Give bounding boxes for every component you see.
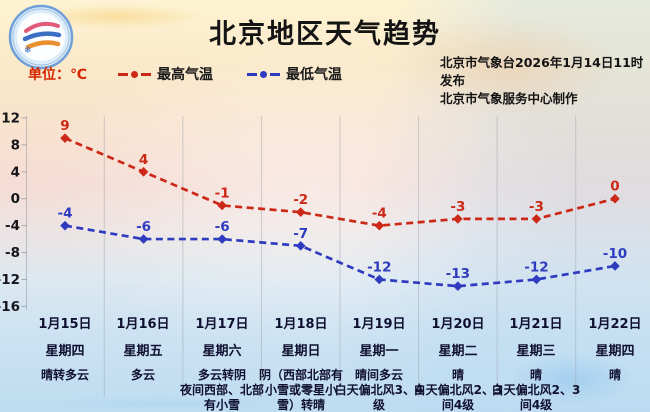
date-label: 1月22日 <box>588 317 642 332</box>
weekday-label: 星期三 <box>516 344 556 359</box>
unit-label: 单位：℃ <box>28 67 87 83</box>
producer-line: 北京市气象服务中心制作 <box>440 91 578 106</box>
svg-text:-8: -8 <box>5 245 20 261</box>
weather-label: 多云 <box>130 368 155 382</box>
svg-text:-13: -13 <box>446 266 470 282</box>
day-column: 1月15日 星期四 晴转多云 <box>0 313 135 383</box>
svg-text:8: 8 <box>11 137 20 153</box>
svg-text:-16: -16 <box>0 299 20 315</box>
weather-label: 晴 <box>608 368 621 382</box>
issue-time-line: 北京市气象台2026年1月14日11时发布 <box>440 55 644 88</box>
svg-text:-4: -4 <box>58 206 73 222</box>
day-column: 1月16日 星期五 多云 <box>73 313 213 383</box>
chart-legend: 最高气温 最低气温 <box>118 64 342 84</box>
weather-label: 晴 白天偏北风2、3 间4级 <box>491 368 581 412</box>
svg-text:-4: -4 <box>372 206 387 222</box>
svg-text:12: 12 <box>1 111 20 127</box>
date-label: 1月19日 <box>352 317 406 332</box>
svg-text:❄: ❄ <box>24 46 32 56</box>
date-label: 1月16日 <box>116 317 170 332</box>
svg-text:-3: -3 <box>529 199 544 215</box>
page-title: 北京地区天气趋势 <box>209 19 441 50</box>
day-column: 1月21日 星期三 晴 白天偏北风2、3 间4级 <box>466 313 606 412</box>
svg-text:4: 4 <box>139 152 148 168</box>
weekday-label: 星期一 <box>359 344 399 359</box>
svg-text:-10: -10 <box>603 246 627 262</box>
legend-item-low: 最低气温 <box>247 64 342 84</box>
weekday-label: 星期二 <box>438 344 478 359</box>
date-label: 1月15日 <box>38 317 92 332</box>
day-column: 1月18日 星期日 阴（西部北部有 小雪或零星小 雪）转晴 <box>231 313 371 412</box>
svg-text:-6: -6 <box>215 219 230 235</box>
weekday-label: 星期日 <box>281 344 321 359</box>
high-temp-line-icon <box>118 70 151 78</box>
svg-text:-6: -6 <box>136 219 151 235</box>
meteorological-service-logo-icon: ❄ <box>8 4 74 70</box>
weather-label: 晴间多云 白天偏北风3、4 级 <box>334 368 424 412</box>
svg-text:-12: -12 <box>367 259 391 275</box>
svg-text:-4: -4 <box>5 218 20 234</box>
day-column: 1月19日 星期一 晴间多云 白天偏北风3、4 级 <box>309 313 449 412</box>
weather-label: 晴转多云 <box>40 368 89 382</box>
date-label: 1月18日 <box>274 317 328 332</box>
low-temp-line-icon <box>247 70 280 78</box>
weather-label: 晴 白天偏北风2、3 间4级 <box>413 368 503 412</box>
weather-label: 多云转阴 夜间西部、北部 有小雪 <box>179 368 264 412</box>
svg-text:4: 4 <box>11 164 20 180</box>
date-label: 1月20日 <box>431 317 485 332</box>
svg-text:-12: -12 <box>524 259 548 275</box>
svg-text:-1: -1 <box>215 185 230 201</box>
issuer-info: 北京市气象台2026年1月14日11时发布 北京市气象服务中心制作 <box>440 54 650 108</box>
day-column: 1月17日 星期六 多云转阴 夜间西部、北部 有小雪 <box>152 313 292 412</box>
date-label: 1月17日 <box>195 317 249 332</box>
svg-text:-2: -2 <box>293 192 308 208</box>
day-column: 1月22日 星期四 晴 <box>545 313 650 383</box>
svg-text:-3: -3 <box>450 199 465 215</box>
svg-text:9: 9 <box>60 118 69 134</box>
date-label: 1月21日 <box>509 317 563 332</box>
weather-label: 阴（西部北部有 小雪或零星小 雪）转晴 <box>258 368 343 412</box>
legend-label-low: 最低气温 <box>286 67 342 83</box>
svg-text:-7: -7 <box>293 226 308 242</box>
weekday-label: 星期六 <box>202 344 242 359</box>
legend-item-high: 最高气温 <box>118 64 213 84</box>
legend-label-high: 最高气温 <box>157 67 213 83</box>
weekday-label: 星期四 <box>45 344 85 359</box>
svg-text:0: 0 <box>11 191 20 207</box>
weekday-label: 星期五 <box>123 344 163 359</box>
svg-text:0: 0 <box>610 179 619 195</box>
svg-text:-12: -12 <box>0 272 20 288</box>
weekday-label: 星期四 <box>595 344 635 359</box>
day-column: 1月20日 星期二 晴 白天偏北风2、3 间4级 <box>388 313 528 412</box>
